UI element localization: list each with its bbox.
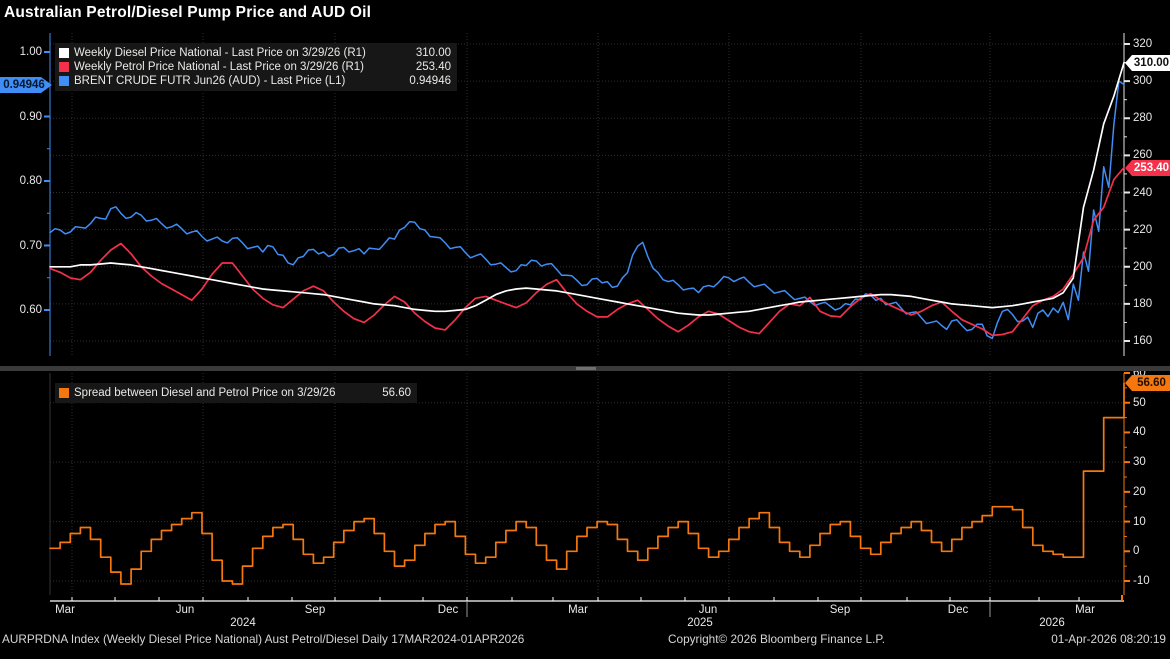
diesel-last-price-tag: 310.00 <box>1125 55 1170 71</box>
legend-label: Weekly Diesel Price National - Last Pric… <box>74 47 408 59</box>
page-title: Australian Petrol/Diesel Pump Price and … <box>4 4 371 22</box>
legend-value: 56.60 <box>382 387 411 399</box>
footer-security-info: AURPRDNA Index (Weekly Diesel Price Nati… <box>2 632 524 646</box>
petrol-last-price-tag: 253.40 <box>1125 160 1170 176</box>
footer-copyright: Copyright© 2026 Bloomberg Finance L.P. <box>668 632 885 646</box>
legend-item-diesel[interactable]: Weekly Diesel Price National - Last Pric… <box>59 46 451 60</box>
top-legend: Weekly Diesel Price National - Last Pric… <box>55 43 457 91</box>
legend-value: 253.40 <box>416 61 451 73</box>
legend-label: Spread between Diesel and Petrol Price o… <box>74 387 374 399</box>
legend-value: 0.94946 <box>409 75 451 87</box>
brent-last-price-tag: 0.94946 <box>0 77 52 93</box>
bloomberg-chart-window: 1.000.900.800.700.6032030028026024022020… <box>0 0 1170 659</box>
footer-timestamp: 01-Apr-2026 08:20:19 <box>1051 632 1166 646</box>
legend-value: 310.00 <box>416 47 451 59</box>
spread-swatch-icon <box>59 388 69 398</box>
legend-item-brent[interactable]: BRENT CRUDE FUTR Jun26 (AUD) - Last Pric… <box>59 74 451 88</box>
petrol-swatch-icon <box>59 62 69 72</box>
legend-label: Weekly Petrol Price National - Last Pric… <box>74 61 408 73</box>
spread-last-price-tag: 56.60 <box>1125 375 1170 391</box>
brent-swatch-icon <box>59 76 69 86</box>
brent-line <box>50 81 1124 338</box>
legend-item-spread[interactable]: Spread between Diesel and Petrol Price o… <box>59 386 411 400</box>
chart-canvas[interactable] <box>0 0 1170 659</box>
bottom-legend: Spread between Diesel and Petrol Price o… <box>55 383 417 403</box>
spread-line <box>50 383 1124 584</box>
panel-separator-handle[interactable] <box>576 367 596 370</box>
legend-label: BRENT CRUDE FUTR Jun26 (AUD) - Last Pric… <box>74 75 401 87</box>
diesel-swatch-icon <box>59 48 69 58</box>
legend-item-petrol[interactable]: Weekly Petrol Price National - Last Pric… <box>59 60 451 74</box>
